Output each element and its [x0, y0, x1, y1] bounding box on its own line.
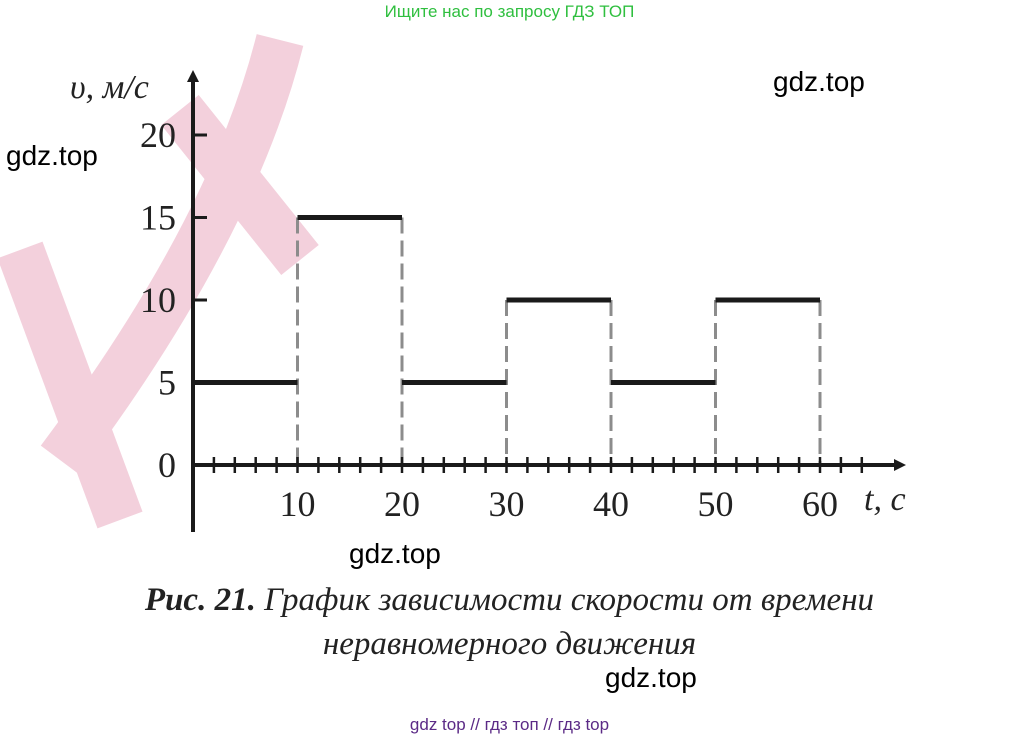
x-tick-label-30: 30: [489, 484, 525, 524]
x-tick-label-20: 20: [384, 484, 420, 524]
y-axis-label: υ, м/с: [70, 69, 149, 106]
figure-caption-line-2: неравномерного движения: [322, 626, 697, 662]
figure-caption-line-1: Рис. 21. График зависимости скорости от …: [0, 582, 1019, 619]
x-tick-label-50: 50: [698, 484, 734, 524]
y-tick-labels: 0 5 10 15 20: [140, 115, 176, 485]
y-ticks: [193, 133, 207, 384]
y-tick-label-5: 5: [158, 363, 176, 403]
watermark-top-right: gdz.top: [773, 66, 865, 97]
x-tick-label-60: 60: [802, 484, 838, 524]
velocity-segments: [193, 215, 820, 385]
watermark-below-axis: gdz.top: [349, 538, 441, 569]
x-tick-label-40: 40: [593, 484, 629, 524]
watermark-left: gdz.top: [6, 140, 98, 171]
watermark-bottom: gdz.top: [605, 662, 697, 693]
y-tick-label-15: 15: [140, 198, 176, 238]
y-tick-label-0: 0: [158, 445, 176, 485]
footer-note: gdz top // гдз топ // гдз top: [409, 715, 610, 734]
y-tick-label-20: 20: [140, 115, 176, 155]
figure-caption-text: График зависимости скорости от времени: [264, 582, 875, 618]
y-tick-label-10: 10: [140, 280, 176, 320]
dashed-guides: [296, 217, 822, 465]
figure-number: Рис. 21.: [144, 582, 256, 618]
search-hint-banner: Ищите нас по запросу ГДЗ ТОП: [384, 2, 635, 21]
x-tick-label-10: 10: [280, 484, 316, 524]
x-tick-labels: 10 20 30 40 50 60: [280, 484, 839, 524]
x-axis-label: t, с: [864, 481, 906, 518]
